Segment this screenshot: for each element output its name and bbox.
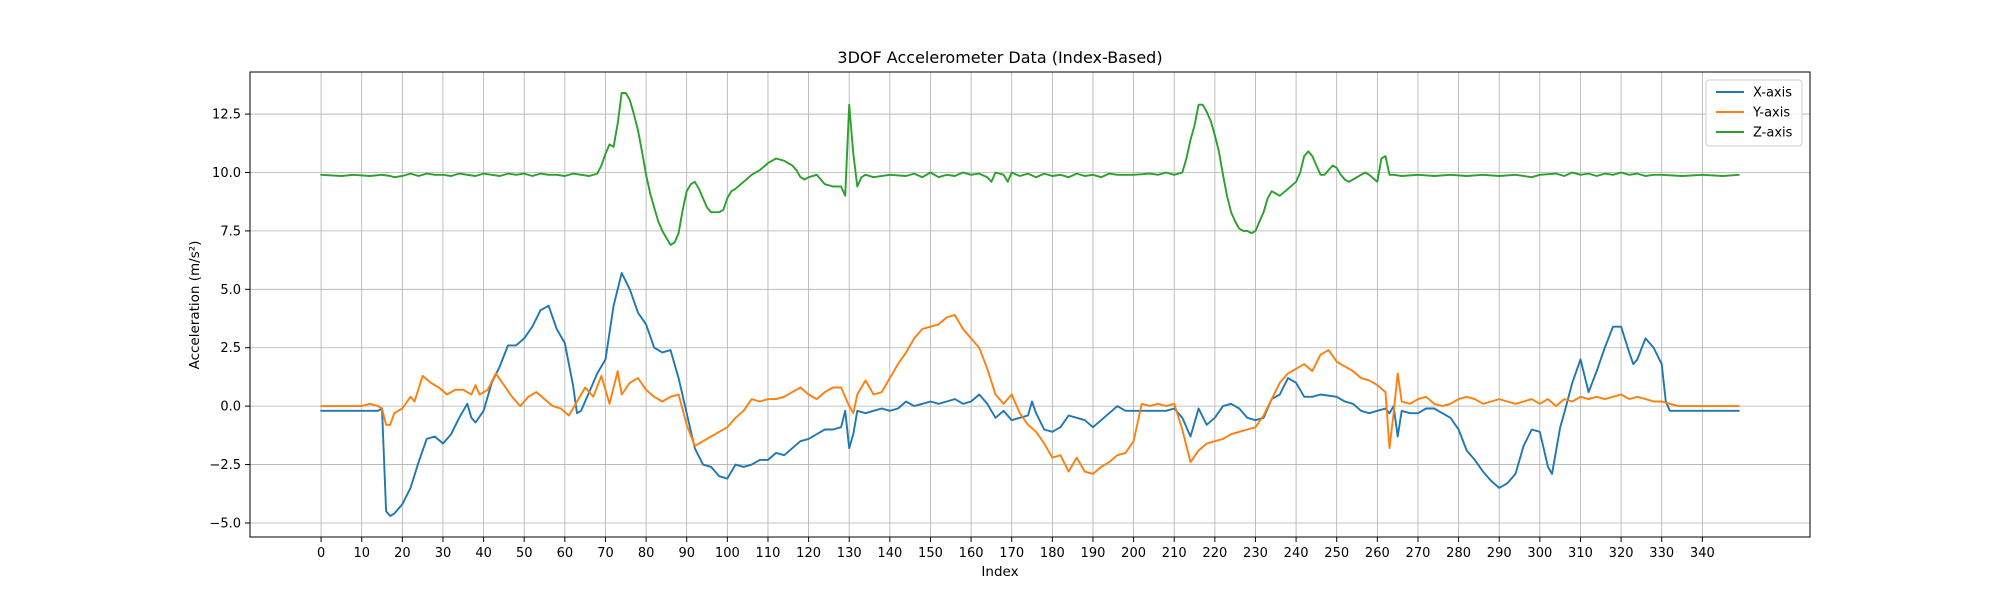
x-tick-label: 340: [1690, 546, 1715, 561]
x-tick-label: 130: [837, 546, 862, 561]
x-tick-label: 290: [1487, 546, 1512, 561]
series-line-y-axis: [320, 314, 1740, 475]
x-tick-label: 230: [1243, 546, 1268, 561]
y-tick-label: 10.0: [212, 166, 241, 181]
y-tick-label: 2.5: [220, 341, 241, 356]
x-tick-label: 0: [317, 546, 325, 561]
x-tick-label: 220: [1202, 546, 1227, 561]
x-tick-label: 250: [1324, 546, 1349, 561]
x-tick-label: 320: [1609, 546, 1634, 561]
x-tick-label: 150: [918, 546, 943, 561]
y-tick-label: 12.5: [212, 108, 241, 123]
x-tick-label: 10: [353, 546, 370, 561]
y-axis-ticks: −5.0 −2.5 0.0 2.5 5.0 7.5 10.0 12.5: [209, 108, 250, 531]
x-tick-label: 180: [1040, 546, 1065, 561]
x-tick-label: 50: [516, 546, 533, 561]
x-tick-label: 300: [1527, 546, 1552, 561]
y-tick-label: 7.5: [220, 224, 241, 239]
legend-label-z-axis: Z-axis: [1753, 126, 1793, 141]
y-axis-label: Acceleration (m/s²): [187, 241, 203, 370]
y-tick-label: 5.0: [220, 283, 241, 298]
legend-box: [1705, 79, 1803, 147]
x-tick-label: 270: [1406, 546, 1431, 561]
x-tick-label: 140: [877, 546, 902, 561]
y-tick-label: −2.5: [209, 458, 241, 473]
x-tick-label: 170: [999, 546, 1024, 561]
x-tick-label: 160: [959, 546, 984, 561]
legend-label-x-axis: X-axis: [1753, 86, 1792, 101]
x-tick-label: 60: [557, 546, 574, 561]
x-tick-label: 70: [597, 546, 614, 561]
x-tick-label: 240: [1284, 546, 1309, 561]
x-tick-label: 110: [756, 546, 781, 561]
series-line-x-axis: [320, 272, 1740, 517]
y-tick-label: 0.0: [220, 400, 241, 415]
plot-area-frame: [249, 71, 1811, 538]
x-tick-label: 40: [475, 546, 492, 561]
x-axis-ticks: 0 10 20 30 40 50 60 70 80 90 100 110 120 130 140 150 160…: [317, 537, 1715, 561]
series-lines: [320, 92, 1740, 517]
x-tick-label: 120: [796, 546, 821, 561]
x-tick-label: 330: [1649, 546, 1674, 561]
x-tick-label: 30: [435, 546, 452, 561]
x-axis-label: Index: [981, 564, 1018, 580]
series-line-z-axis: [320, 92, 1740, 246]
x-tick-label: 190: [1081, 546, 1106, 561]
x-tick-label: 100: [715, 546, 740, 561]
x-tick-label: 20: [394, 546, 411, 561]
x-tick-label: 210: [1162, 546, 1187, 561]
legend: X-axis Y-axis Z-axis: [1705, 79, 1803, 147]
x-tick-label: 80: [638, 546, 655, 561]
y-tick-label: −5.0: [209, 516, 241, 531]
x-tick-label: 260: [1365, 546, 1390, 561]
x-tick-label: 90: [678, 546, 695, 561]
chart-title: 3DOF Accelerometer Data (Index-Based): [837, 48, 1162, 67]
x-tick-label: 310: [1568, 546, 1593, 561]
x-tick-label: 280: [1446, 546, 1471, 561]
grid: [250, 72, 1810, 537]
legend-label-y-axis: Y-axis: [1752, 106, 1790, 121]
x-tick-label: 200: [1121, 546, 1146, 561]
